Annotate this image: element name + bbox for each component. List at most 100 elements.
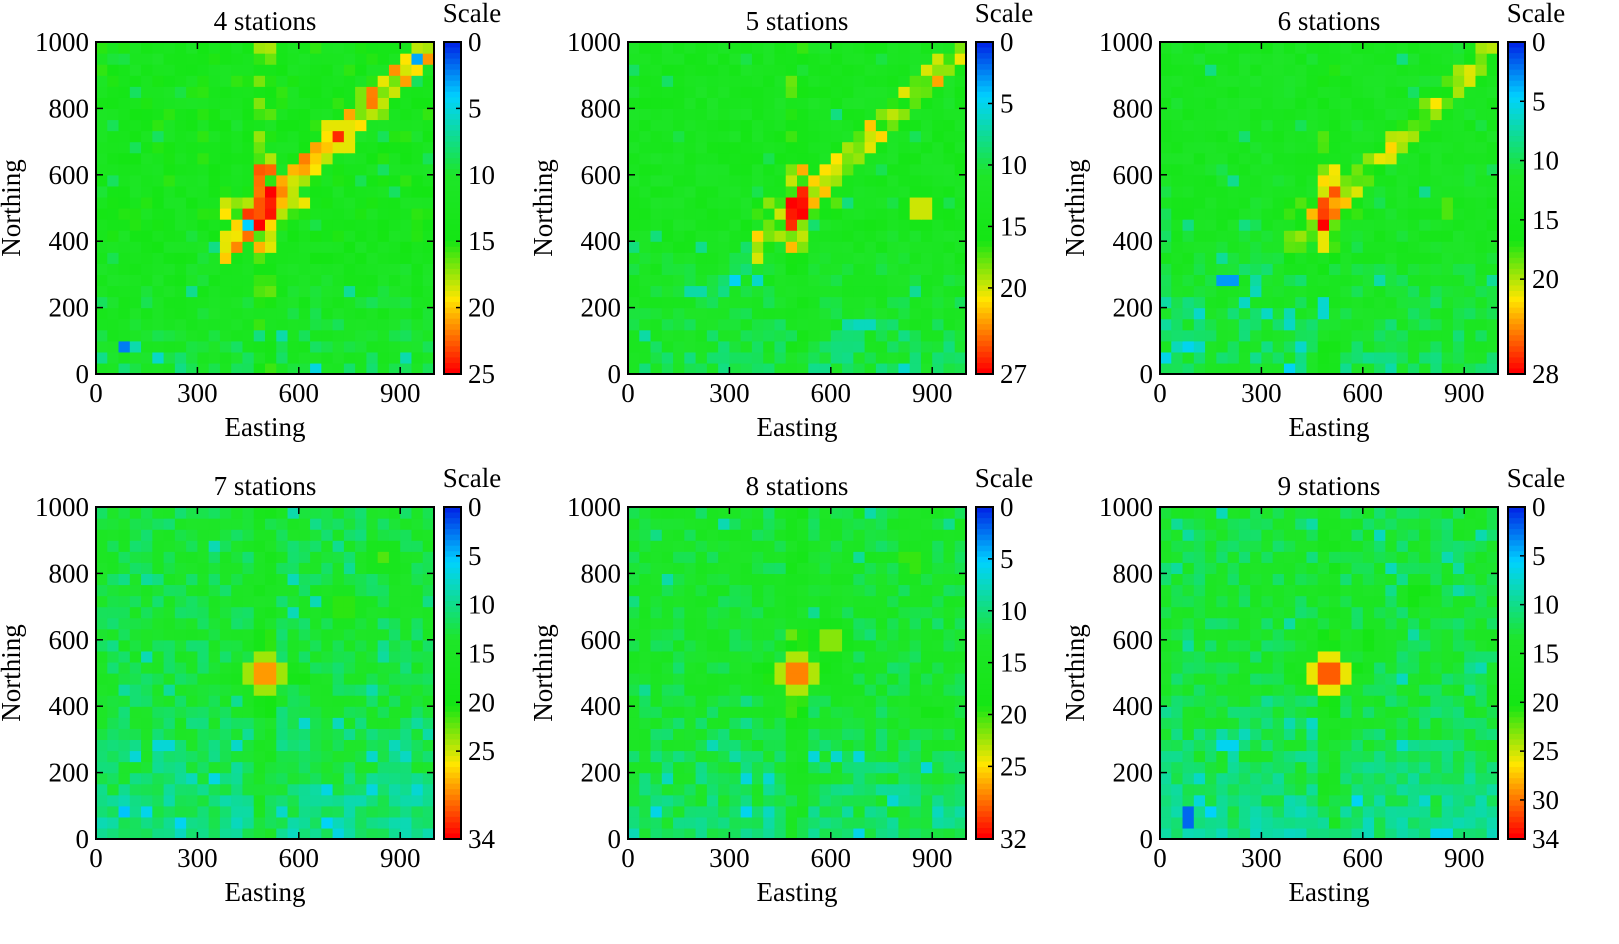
heatmap-cell — [1194, 142, 1206, 154]
heatmap-cell — [1352, 64, 1364, 76]
heatmap-cell — [943, 297, 955, 309]
heatmap-cell — [299, 573, 311, 585]
heatmap-cell — [299, 817, 311, 829]
heatmap-cell — [288, 119, 300, 131]
heatmap-cell — [1442, 230, 1454, 242]
heatmap-cell — [1419, 274, 1431, 286]
heatmap-cell — [1419, 186, 1431, 198]
heatmap-cell — [164, 285, 176, 297]
heatmap-cell — [186, 186, 198, 198]
heatmap-cell — [718, 795, 730, 807]
heatmap-cell — [186, 319, 198, 331]
heatmap-cell — [288, 607, 300, 619]
heatmap-cell — [696, 684, 708, 696]
heatmap-cell — [96, 363, 108, 375]
heatmap-cell — [1419, 64, 1431, 76]
heatmap-cell — [1340, 197, 1352, 209]
colorbar-segment — [1508, 357, 1525, 363]
colorbar-segment — [444, 175, 461, 181]
heatmap-cell — [299, 784, 311, 796]
heatmap-cell — [718, 186, 730, 198]
heatmap-cell — [152, 285, 164, 297]
y-axis-label: Northing — [0, 624, 26, 722]
heatmap-cell — [628, 208, 640, 220]
heatmap-cell — [1216, 285, 1228, 297]
heatmap-cell — [344, 363, 356, 375]
colorbar-segment — [444, 695, 461, 701]
heatmap-cell — [1363, 75, 1375, 87]
heatmap-cell — [299, 230, 311, 242]
heatmap-cell — [1340, 274, 1352, 286]
heatmap-cell — [639, 75, 651, 87]
heatmap-cell — [107, 164, 119, 176]
heatmap-cell — [378, 651, 390, 663]
heatmap-cell — [96, 186, 108, 198]
heatmap-cell — [423, 651, 435, 663]
heatmap-cell — [1374, 263, 1386, 275]
colorbar-segment — [976, 546, 993, 552]
heatmap-cell — [887, 684, 899, 696]
heatmap-cell — [220, 773, 232, 785]
heatmap-cell — [119, 86, 131, 98]
heatmap-cell — [786, 728, 798, 740]
heatmap-cell — [107, 695, 119, 707]
heatmap-cell — [651, 252, 663, 264]
heatmap-cell — [175, 175, 187, 187]
heatmap-cell — [378, 640, 390, 652]
heatmap-cell — [1419, 241, 1431, 253]
heatmap-cell — [910, 773, 922, 785]
heatmap-cell — [254, 673, 266, 685]
heatmap-cell — [741, 607, 753, 619]
heatmap-cell — [321, 540, 333, 552]
heatmap-cell — [797, 164, 809, 176]
heatmap-cell — [955, 673, 967, 685]
heatmap-cell — [1464, 341, 1476, 353]
heatmap-cell — [355, 352, 367, 364]
heatmap-cell — [1453, 241, 1465, 253]
heatmap-cell — [231, 750, 243, 762]
heatmap-cell — [1487, 230, 1499, 242]
heatmap-cell — [400, 131, 412, 143]
heatmap-cell — [955, 640, 967, 652]
heatmap-cell — [107, 706, 119, 718]
heatmap-cell — [242, 662, 254, 674]
heatmap-cell — [763, 319, 775, 331]
heatmap-cell — [141, 651, 153, 663]
heatmap-cell — [707, 562, 719, 574]
heatmap-cell — [842, 308, 854, 320]
heatmap-cell — [1340, 119, 1352, 131]
y-tick-label: 400 — [49, 691, 90, 721]
heatmap-cell — [119, 817, 131, 829]
heatmap-cell — [96, 728, 108, 740]
heatmap-cell — [831, 285, 843, 297]
heatmap-cell — [865, 186, 877, 198]
heatmap-cell — [1408, 285, 1420, 297]
heatmap-cell — [921, 363, 933, 375]
heatmap-cell — [932, 186, 944, 198]
heatmap-cell — [718, 230, 730, 242]
heatmap-cell — [1318, 230, 1330, 242]
heatmap-cell — [1464, 241, 1476, 253]
heatmap-cell — [1318, 297, 1330, 309]
heatmap-cell — [865, 263, 877, 275]
heatmap-cell — [366, 285, 378, 297]
heatmap-cell — [186, 363, 198, 375]
heatmap-cell — [1194, 263, 1206, 275]
heatmap-cell — [820, 142, 832, 154]
heatmap-cell — [231, 42, 243, 54]
heatmap-cell — [333, 762, 345, 774]
heatmap-cell — [628, 53, 640, 65]
heatmap-cell — [1363, 285, 1375, 297]
heatmap-cell — [119, 717, 131, 729]
heatmap-cell — [865, 241, 877, 253]
heatmap-cell — [220, 64, 232, 76]
heatmap-cell — [276, 750, 288, 762]
heatmap-cell — [932, 208, 944, 220]
heatmap-cell — [1397, 363, 1409, 375]
heatmap-cell — [310, 219, 322, 231]
heatmap-cell — [276, 640, 288, 652]
heatmap-cell — [333, 319, 345, 331]
heatmap-cell — [853, 219, 865, 231]
heatmap-cell — [130, 197, 142, 209]
heatmap-cell — [1183, 175, 1195, 187]
